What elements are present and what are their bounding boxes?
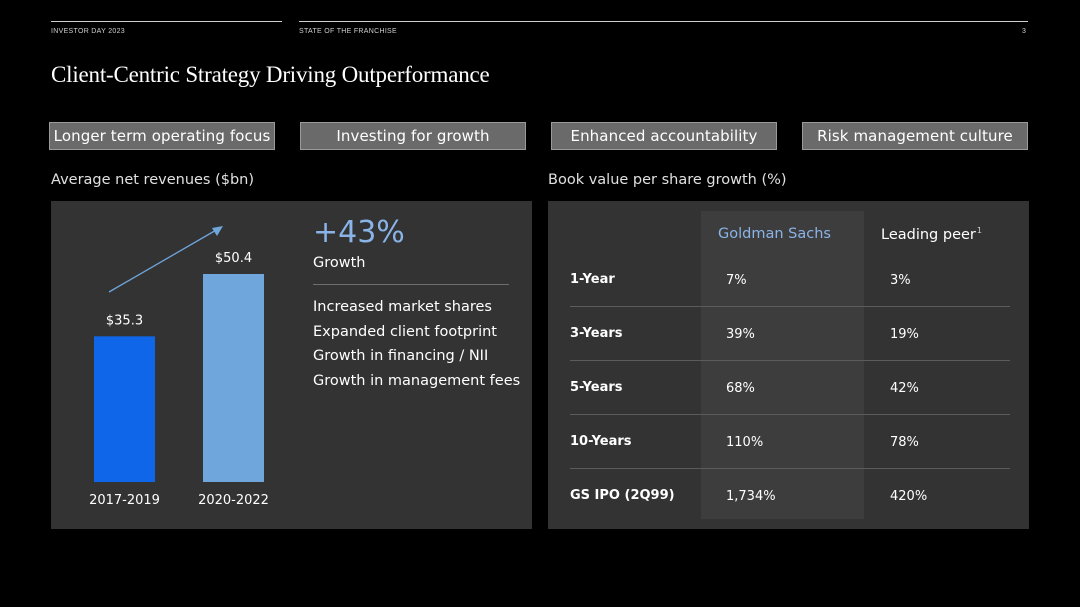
table-row: 1-Year 7% 3%	[570, 253, 1010, 307]
x-tick-label: 2020-2022	[198, 493, 269, 508]
pillar-accountability: Enhanced accountability	[551, 122, 777, 150]
table-row: 5-Years 68% 42%	[570, 361, 1010, 415]
revenue-panel: $35.3 2017-2019 $50.4 2020-2022 +43% Growth…	[51, 201, 532, 529]
column-header-peer: Leading peer1	[881, 226, 982, 243]
page-title: Client-Centric Strategy Driving Outperfo…	[51, 62, 490, 87]
bar-2020-2022	[203, 274, 264, 482]
goldman-value: 68%	[726, 381, 755, 396]
peer-value: 78%	[890, 435, 919, 450]
row-divider	[570, 468, 1010, 469]
row-label: GS IPO (2Q99)	[570, 488, 675, 503]
book-value-panel: Goldman Sachs Leading peer1 1-Year 7% 3%…	[548, 201, 1029, 529]
growth-arrow-head	[212, 226, 223, 236]
goldman-value: 1,734%	[726, 489, 776, 504]
row-divider	[570, 360, 1010, 361]
peer-value: 19%	[890, 327, 919, 342]
table-row: 3-Years 39% 19%	[570, 307, 1010, 361]
growth-driver: Growth in management fees	[313, 373, 521, 390]
peer-value: 42%	[890, 381, 919, 396]
growth-drivers-list: Increased market shares Expanded client …	[313, 295, 520, 394]
header-section: STATE OF THE FRANCHISE	[299, 28, 397, 35]
row-label: 1-Year	[570, 272, 615, 287]
bar-2017-2019	[94, 336, 155, 482]
growth-label: Growth	[313, 255, 366, 271]
row-label: 10-Years	[570, 434, 632, 449]
row-label: 3-Years	[570, 326, 623, 341]
table-subtitle: Book value per share growth (%)	[548, 172, 787, 188]
goldman-column-highlight	[701, 211, 864, 519]
growth-driver: Increased market shares	[313, 299, 492, 315]
growth-value: +43%	[313, 215, 405, 250]
goldman-value: 110%	[726, 435, 764, 450]
growth-driver: Expanded client footprint	[313, 323, 497, 340]
x-tick-label: 2017-2019	[89, 493, 160, 508]
header-rule-left	[51, 21, 282, 22]
header-event: INVESTOR DAY 2023	[51, 28, 125, 35]
table-row: 10-Years 110% 78%	[570, 415, 1010, 469]
pillar-operating-focus: Longer term operating focus	[49, 122, 275, 150]
column-header-peer-label: Leading peer	[881, 226, 976, 243]
growth-arrow	[108, 228, 219, 293]
page-number: 3	[1022, 28, 1027, 35]
bar-value-label: $50.4	[215, 251, 252, 266]
goldman-value: 39%	[726, 327, 755, 342]
chart-subtitle: Average net revenues ($bn)	[51, 172, 255, 188]
goldman-value: 7%	[726, 273, 747, 288]
header-rule-right	[299, 21, 1028, 22]
row-label: 5-Years	[570, 380, 623, 395]
pillar-risk-culture: Risk management culture	[802, 122, 1028, 150]
growth-divider	[313, 284, 509, 285]
bar-value-label: $35.3	[106, 313, 143, 328]
revenue-bar-chart: $35.3 2017-2019 $50.4 2020-2022	[89, 226, 269, 508]
peer-value: 3%	[890, 273, 911, 288]
footnote-marker: 1	[976, 226, 982, 235]
column-header-goldman: Goldman Sachs	[718, 226, 831, 242]
growth-driver: Growth in financing / NII	[313, 348, 489, 365]
row-divider	[570, 414, 1010, 415]
table-row: GS IPO (2Q99) 1,734% 420%	[570, 469, 1010, 523]
peer-value: 420%	[890, 489, 928, 504]
pillar-investing-growth: Investing for growth	[300, 122, 526, 150]
row-divider	[570, 306, 1010, 307]
